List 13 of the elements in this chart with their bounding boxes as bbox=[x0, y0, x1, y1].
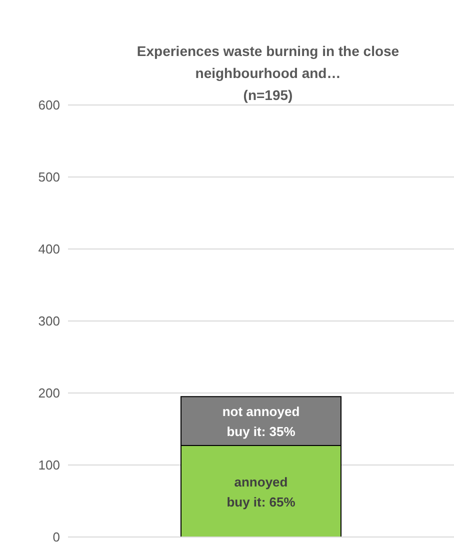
chart-subtitle: (n=195) bbox=[242, 86, 294, 105]
y-tick-label: 600 bbox=[38, 98, 60, 113]
y-tick-label: 200 bbox=[38, 386, 60, 401]
chart-title: Experiences waste burning in the close neighbourhood and… bbox=[136, 42, 400, 83]
series-label: not annoyed bbox=[222, 404, 300, 420]
y-tick-label: 500 bbox=[38, 170, 60, 185]
y-tick-label: 100 bbox=[38, 458, 60, 473]
y-tick-label: 400 bbox=[38, 242, 60, 257]
annotation: buy it: 65% bbox=[226, 494, 296, 510]
annotation: buy it: 35% bbox=[226, 424, 296, 440]
y-tick-label: 300 bbox=[38, 314, 60, 329]
y-tick-label: 0 bbox=[52, 530, 60, 545]
series-label: annoyed bbox=[234, 474, 288, 490]
